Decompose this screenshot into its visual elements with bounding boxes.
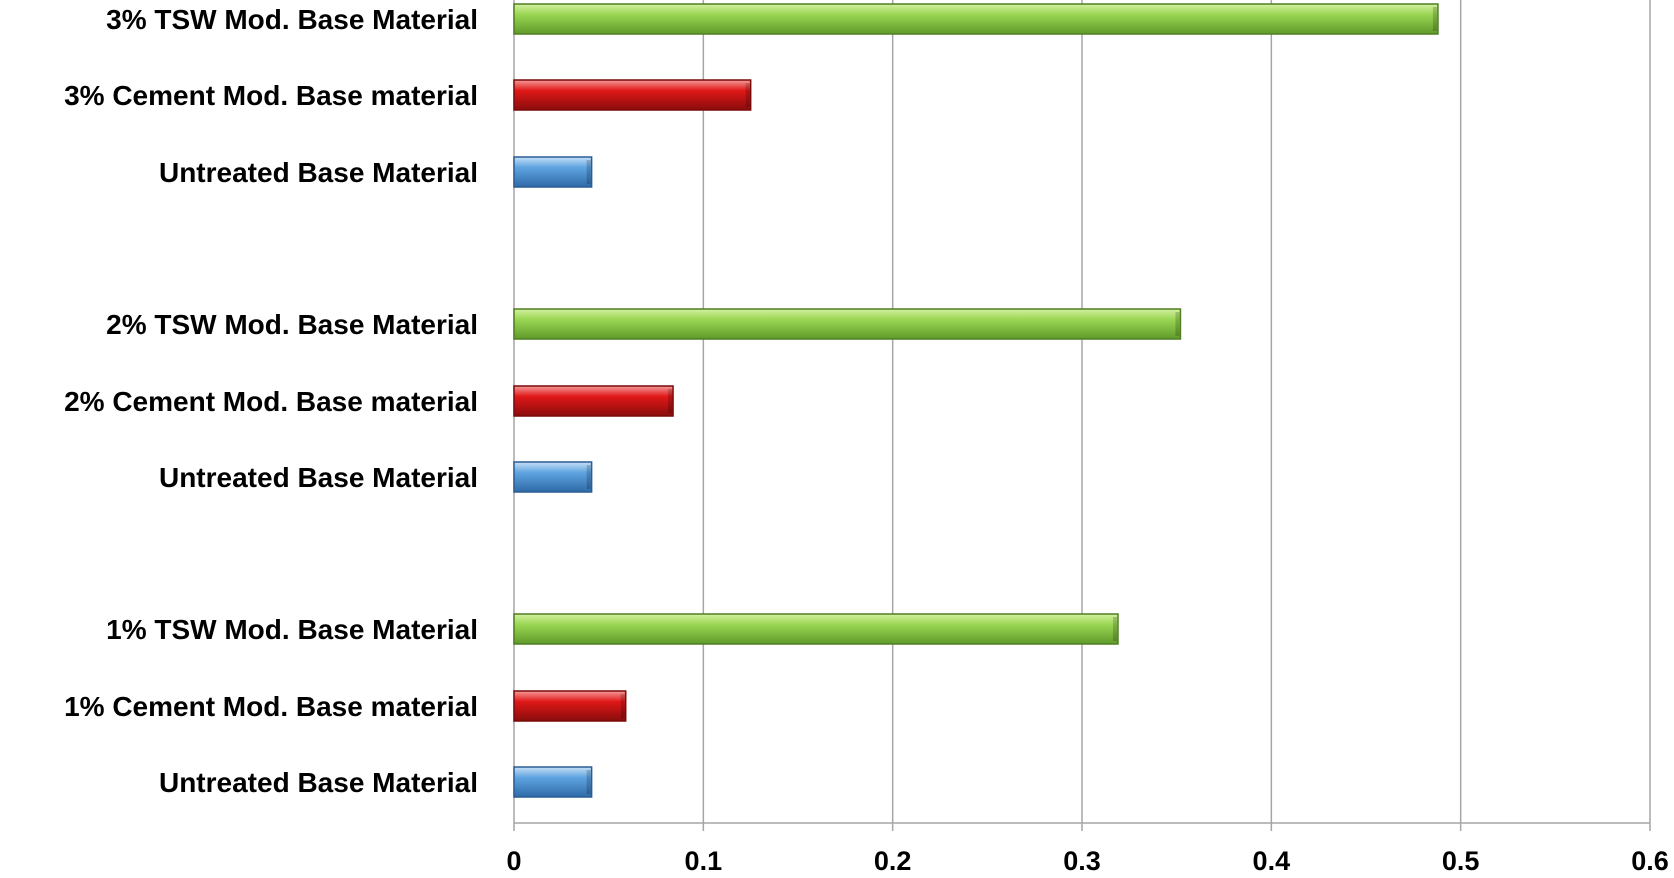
bar-end-cap xyxy=(668,389,673,413)
bar xyxy=(513,156,593,188)
x-tick-label: 0.2 xyxy=(874,846,912,876)
category-label: 2% TSW Mod. Base Material xyxy=(106,309,478,340)
category-label: 3% TSW Mod. Base Material xyxy=(106,4,478,35)
bar-end-cap xyxy=(745,83,750,107)
bar-end-cap xyxy=(1175,312,1180,336)
x-tick-label: 0.5 xyxy=(1442,846,1480,876)
bar xyxy=(513,766,593,798)
category-label: 1% TSW Mod. Base Material xyxy=(106,614,478,645)
bar xyxy=(513,79,752,111)
category-label: 1% Cement Mod. Base material xyxy=(64,691,478,722)
bar-end-cap xyxy=(586,770,591,794)
x-tick-label: 0.1 xyxy=(685,846,723,876)
bar-end-cap xyxy=(620,694,625,718)
bar xyxy=(513,690,627,722)
gridlines xyxy=(513,0,1651,831)
bar-end-cap xyxy=(586,160,591,184)
bar-end-cap xyxy=(1112,617,1117,641)
category-label: Untreated Base Material xyxy=(159,157,478,188)
bar-end-cap xyxy=(586,465,591,489)
bar xyxy=(513,461,593,493)
x-tick-labels: 0 0.1 0.2 0.3 0.4 0.5 0.6 xyxy=(506,846,1668,876)
category-labels: 3% TSW Mod. Base Material 3% Cement Mod. … xyxy=(64,4,478,798)
category-label: 2% Cement Mod. Base material xyxy=(64,386,478,417)
bar xyxy=(513,3,1439,35)
x-tick-label: 0.4 xyxy=(1253,846,1291,876)
bar xyxy=(513,385,674,417)
bar xyxy=(513,308,1182,340)
x-tick-label: 0.3 xyxy=(1063,846,1101,876)
category-label: 3% Cement Mod. Base material xyxy=(64,80,478,111)
category-label: Untreated Base Material xyxy=(159,767,478,798)
x-tick-label: 0 xyxy=(506,846,521,876)
bars xyxy=(513,3,1439,798)
bar-end-cap xyxy=(1432,7,1437,31)
x-tick-label: 0.6 xyxy=(1631,846,1669,876)
category-label: Untreated Base Material xyxy=(159,462,478,493)
bar xyxy=(513,613,1119,645)
